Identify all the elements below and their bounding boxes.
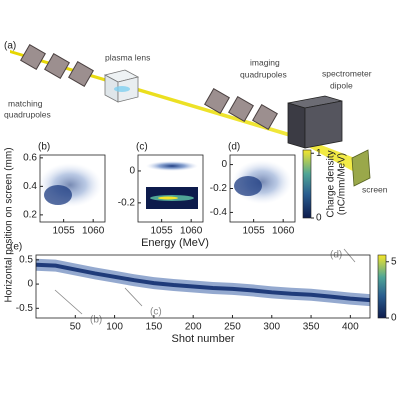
y-tick-label: 0.4 xyxy=(23,181,37,192)
x-tick-label: 150 xyxy=(146,322,163,333)
y-tick-label: 0.6 xyxy=(23,152,37,163)
label: quadrupoles xyxy=(240,69,287,79)
setup-diagram: (a) plasma lens matching quadrupoles ima… xyxy=(4,41,388,195)
spectrometer-dipole xyxy=(287,95,343,149)
x-axis-title: Shot number xyxy=(172,333,235,345)
y-tick-label: 0 xyxy=(129,166,135,177)
y-tick-label: 0 xyxy=(27,279,33,290)
x-tick-label: 1055 xyxy=(53,226,76,237)
x-tick-label: 350 xyxy=(303,322,320,333)
x-tick-label: 1055 xyxy=(243,226,266,237)
y-tick-label: 0.2 xyxy=(23,210,37,221)
charge-band xyxy=(36,258,370,307)
x-tick-label: 300 xyxy=(263,322,280,333)
y-tick-label: -0.5 xyxy=(16,303,34,314)
panel-label: (e) xyxy=(10,242,22,253)
plot-frame xyxy=(39,154,106,223)
y-tick-label: -0.2 xyxy=(210,183,228,194)
colorbar-tick-label: 0 xyxy=(316,213,322,224)
annotation: (b) xyxy=(90,315,102,326)
label: plasma lens xyxy=(105,52,150,62)
y-tick-label: -0.2 xyxy=(118,197,136,208)
annotation: (c) xyxy=(150,307,162,318)
x-tick-label: 400 xyxy=(342,322,359,333)
x-tick-label: 1060 xyxy=(82,226,105,237)
colorbar xyxy=(302,149,312,219)
colorbar xyxy=(377,254,387,319)
x-axis-title: Energy (MeV) xyxy=(141,237,209,249)
matching-quadrupoles xyxy=(20,44,94,87)
colorbar-tick-label: 1 xyxy=(316,148,322,159)
colorbar-label: Charge density xyxy=(326,150,337,217)
x-tick-label: 1055 xyxy=(151,226,174,237)
heatmaps xyxy=(38,155,292,222)
plasma-lens xyxy=(103,69,140,103)
annotation-arrow xyxy=(343,248,356,263)
label: matching xyxy=(8,98,43,108)
centroid-line xyxy=(35,262,371,303)
x-tick-label: 100 xyxy=(106,322,123,333)
y-tick-label: 0.5 xyxy=(19,254,33,265)
panel-label: (b) xyxy=(38,142,50,153)
screen xyxy=(351,149,371,187)
y-axis-title: Horizontal position on screen (mm) xyxy=(4,147,15,302)
label: dipole xyxy=(330,80,353,90)
x-tick-label: 1060 xyxy=(272,226,295,237)
plot-frame xyxy=(35,254,371,319)
y-tick-label: 0 xyxy=(221,159,227,170)
plot-frame xyxy=(137,154,204,223)
label: imaging xyxy=(250,57,280,67)
x-tick-label: 250 xyxy=(224,322,241,333)
label: screen xyxy=(362,184,388,194)
panel-label: (d) xyxy=(228,142,240,153)
label: spectrometer xyxy=(322,68,372,78)
y-tick-label: -0.4 xyxy=(210,207,228,218)
x-tick-label: 50 xyxy=(70,322,82,333)
colorbar-tick-label: 0 xyxy=(391,313,397,324)
panel-label: (c) xyxy=(136,142,148,153)
annotation-arrow xyxy=(124,287,143,307)
colorbar-label: (nC/mm/MeV) xyxy=(337,153,348,215)
x-tick-label: 200 xyxy=(185,322,202,333)
imaging-quadrupoles xyxy=(204,88,278,130)
beam xyxy=(10,50,360,175)
colorbar-tick-label: 5 xyxy=(391,256,397,267)
panel-label: (a) xyxy=(4,41,16,52)
x-tick-label: 1060 xyxy=(180,226,203,237)
label: quadrupoles xyxy=(4,109,51,119)
annotation-arrow xyxy=(54,289,83,315)
